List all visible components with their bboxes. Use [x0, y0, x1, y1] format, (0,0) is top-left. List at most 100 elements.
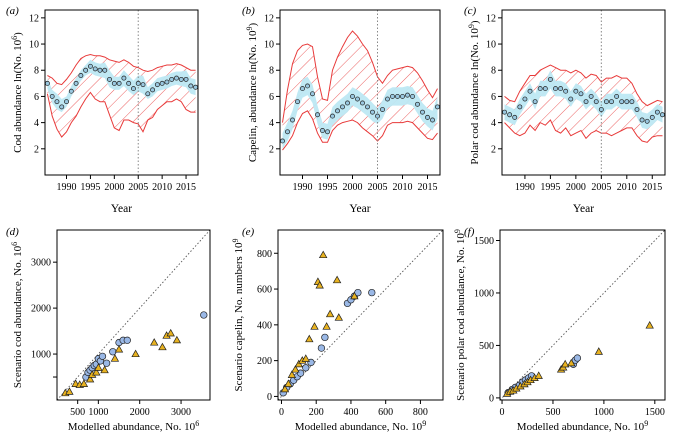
x-axis-label: Year — [349, 203, 370, 215]
x-tick-label: 2015 — [176, 182, 196, 193]
y-tick-label: 6 — [269, 92, 274, 103]
x-tick-label: 1000 — [594, 407, 614, 418]
estimate-point — [624, 99, 630, 105]
scatter-triangle-point — [150, 338, 159, 346]
estimate-point — [395, 93, 400, 99]
y-tick-label: 2000 — [31, 304, 51, 315]
x-tick-label: 2010 — [393, 182, 413, 193]
estimate-point — [593, 99, 599, 105]
y-tick-label: 600 — [257, 285, 272, 296]
estimate-point — [183, 76, 189, 82]
estimate-point — [583, 99, 589, 105]
y-tick-label: 2 — [491, 144, 496, 155]
y-tick-label: 12 — [29, 13, 39, 24]
x-axis-label-exponent: 6 — [195, 419, 199, 428]
scatter-triangle-point — [315, 280, 324, 289]
estimate-point — [305, 83, 310, 89]
scatter-circle-point — [109, 348, 117, 356]
y-axis-label-text: Capelin, abundance ln(No. 10 — [247, 30, 259, 162]
scatter-triangle-point — [284, 379, 293, 387]
x-axis-label: Year — [573, 203, 594, 215]
estimate-point — [425, 114, 430, 120]
scenario-lower-line — [46, 91, 196, 138]
x-tick-label: 3000 — [171, 407, 191, 418]
estimate-point — [97, 67, 103, 73]
y-tick-label: 8 — [269, 66, 274, 77]
estimate-point — [83, 67, 89, 73]
estimate-point — [634, 107, 640, 112]
estimate-point — [54, 99, 60, 105]
estimate-point — [507, 112, 513, 118]
scatter-triangle-point — [158, 342, 167, 351]
y-axis-label: Scenario polar cod abundance, No. 109 — [453, 229, 468, 401]
estimate-point — [639, 117, 645, 123]
estimate-point — [59, 104, 65, 110]
estimate-point — [542, 86, 548, 92]
estimate-point — [164, 79, 170, 85]
estimate-point — [563, 88, 569, 94]
x-tick-label: 0 — [500, 407, 505, 418]
estimate-point — [121, 75, 127, 81]
scatter-triangle-point — [334, 313, 343, 321]
estimate-point — [126, 80, 132, 86]
x-tick-label: 400 — [343, 407, 358, 418]
estimate-point — [145, 91, 151, 97]
x-tick-label: 600 — [378, 407, 393, 418]
estimate-point — [102, 67, 108, 73]
x-tick-label: 1990 — [57, 182, 77, 193]
scatter-triangle-point — [291, 365, 300, 373]
estimate-point — [107, 76, 112, 82]
estimate-point — [420, 109, 425, 115]
estimate-point — [300, 86, 305, 92]
scatter-triangle-point — [131, 349, 140, 358]
estimate-point — [320, 128, 325, 133]
x-axis-label-text: Modelled abundance, No. 10 — [517, 421, 645, 433]
y-tick-label: 500 — [479, 341, 494, 352]
y-axis-label-text: Scenario polar cod abundance, No. 10 — [455, 233, 467, 401]
scatter-triangle-point — [85, 374, 95, 383]
plot-frame — [499, 229, 666, 401]
estimate-point — [415, 101, 420, 107]
scatter-circle-point — [368, 288, 376, 297]
x-axis-label-text: Modelled abundance, No. 10 — [295, 421, 423, 433]
estimate-point — [174, 75, 179, 81]
scatter-triangle-point — [172, 335, 182, 344]
x-tick-label: 1995 — [318, 182, 338, 193]
estimate-point — [644, 118, 650, 124]
scenario-lower-line — [282, 110, 438, 151]
identity-line — [277, 229, 444, 401]
x-tick-label: 2010 — [152, 182, 172, 193]
estimate-point — [614, 93, 620, 99]
x-tick-label: 0 — [279, 407, 284, 418]
estimate-point — [135, 80, 141, 86]
x-tick-label: 500 — [545, 407, 560, 418]
y-axis-label-text: Scenario cod abundance, No. 10 — [12, 245, 24, 388]
y-tick-label: 800 — [257, 249, 272, 260]
estimate-point — [64, 99, 69, 105]
scatter-triangle-point — [350, 291, 359, 300]
scatter-triangle-point — [325, 309, 335, 318]
estimate-point — [140, 82, 146, 88]
estimate-point — [512, 114, 518, 120]
scatter-triangle-point — [301, 354, 310, 362]
x-axis-label: Modelled abundance, No. 109 — [517, 419, 648, 434]
panel-2: (b) 1990 1995 2000 2005 2010 2015 2 4 6 8 10 12 Year C… — [242, 5, 441, 215]
estimate-point — [116, 80, 122, 86]
plot-frame — [501, 9, 666, 176]
scatter-triangle-point — [305, 334, 314, 343]
estimate-point — [654, 109, 660, 115]
y-tick-label: 10 — [264, 40, 274, 51]
estimate-point — [619, 99, 625, 105]
estimate-point — [131, 86, 136, 92]
estimate-point — [502, 109, 507, 115]
y-axis-label-exponent: 9 — [453, 229, 462, 233]
estimate-point — [49, 93, 55, 99]
y-tick-label: 6 — [34, 92, 39, 103]
y-tick-label: 200 — [257, 356, 272, 367]
estimate-point — [598, 107, 604, 112]
y-axis-label-close: ) — [469, 20, 481, 24]
estimate-point — [517, 104, 523, 110]
y-tick-label: 1000 — [31, 350, 51, 361]
